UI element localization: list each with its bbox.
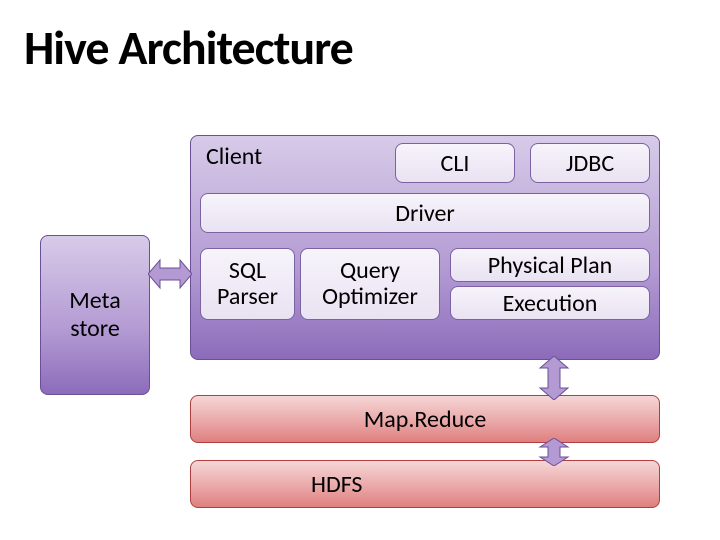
- execution-label: Execution: [503, 289, 598, 318]
- arrow-mapreduce-hdfs-icon: [538, 438, 570, 466]
- arrow-metastore-main-icon: [148, 258, 192, 290]
- hdfs-box: HDFS: [190, 460, 660, 508]
- sql-parser-label: SQL Parser: [217, 258, 278, 311]
- metastore-label: Meta store: [69, 287, 121, 342]
- query-optimizer-label: Query Optimizer: [322, 258, 418, 311]
- hdfs-label: HDFS: [311, 470, 362, 499]
- client-label: Client: [206, 142, 262, 171]
- physical-plan-label: Physical Plan: [488, 251, 613, 280]
- sql-parser-box: SQL Parser: [200, 248, 295, 320]
- driver-label: Driver: [395, 199, 455, 228]
- query-optimizer-box: Query Optimizer: [300, 248, 440, 320]
- mapreduce-box: Map.Reduce: [190, 395, 660, 443]
- cli-label: CLI: [441, 149, 470, 178]
- cli-box: CLI: [395, 143, 515, 183]
- diagram-canvas: Hive Architecture Meta store Client CLI …: [0, 0, 720, 540]
- driver-box: Driver: [200, 193, 650, 233]
- arrow-exec-mapreduce-icon: [538, 356, 570, 400]
- mapreduce-label: Map.Reduce: [364, 405, 487, 434]
- execution-box: Execution: [450, 286, 650, 320]
- jdbc-label: JDBC: [566, 149, 614, 178]
- metastore-box: Meta store: [40, 235, 150, 395]
- page-title: Hive Architecture: [24, 18, 353, 77]
- jdbc-box: JDBC: [530, 143, 650, 183]
- physical-plan-box: Physical Plan: [450, 248, 650, 282]
